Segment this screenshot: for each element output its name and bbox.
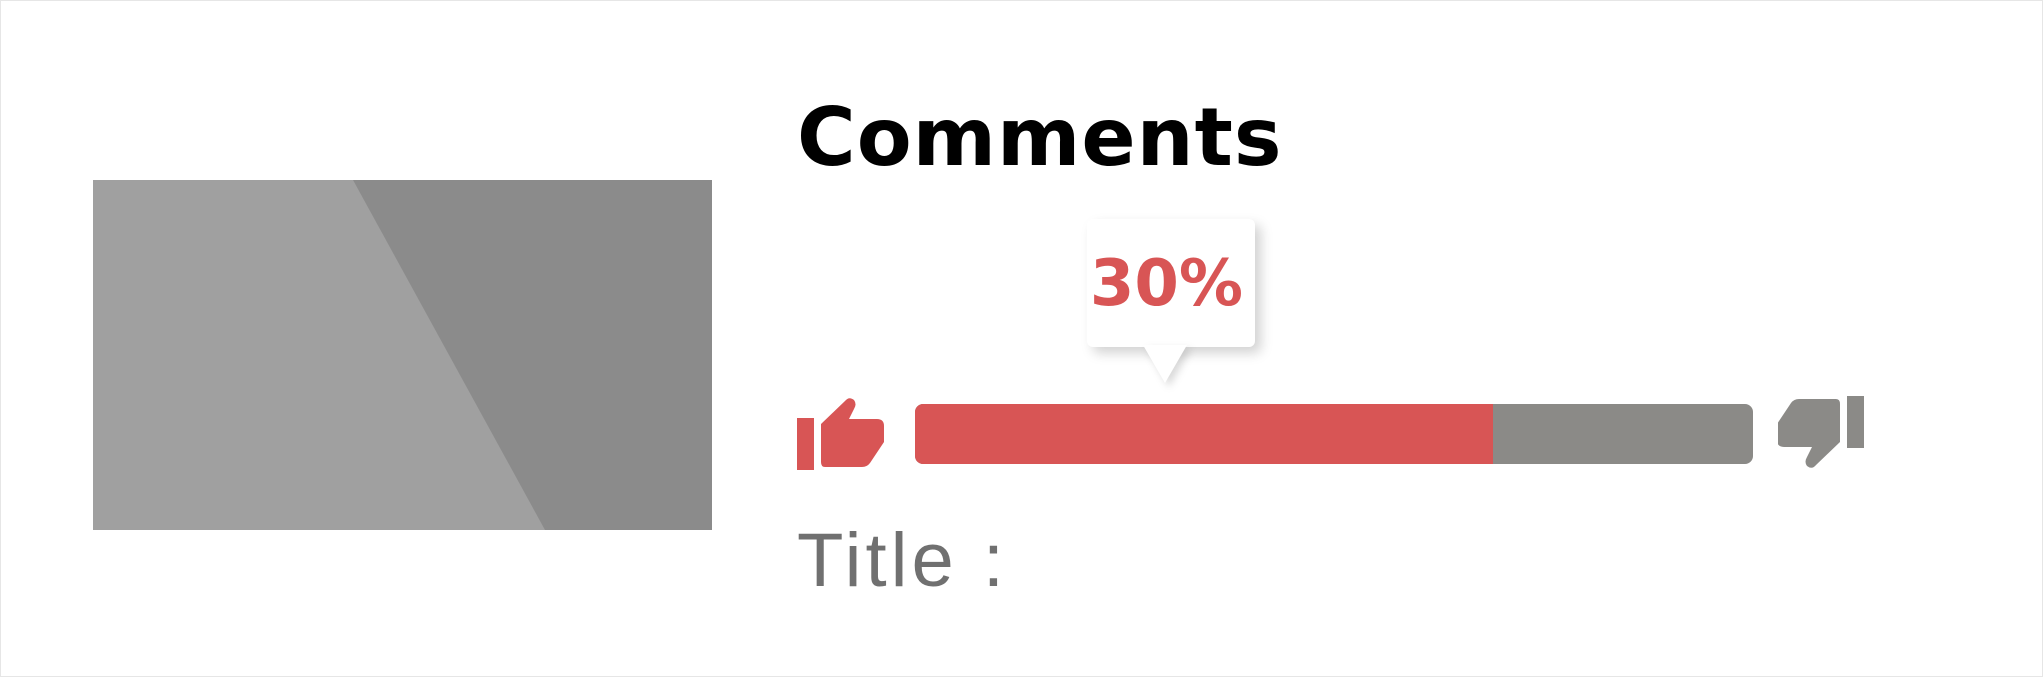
thumbnail-graphic <box>93 180 712 530</box>
thumbs-down-icon[interactable] <box>1777 394 1870 474</box>
title-label: Title : <box>797 518 1008 603</box>
percent-value: 30% <box>1089 247 1243 321</box>
thumbnail-shade <box>353 180 712 530</box>
thumbs-up-icon[interactable] <box>797 392 889 472</box>
rating-bar-like <box>915 404 1494 464</box>
thumbnail-image[interactable] <box>93 180 712 530</box>
rating-bar[interactable] <box>915 404 1753 464</box>
tooltip-tail <box>1143 345 1187 383</box>
page-title: Comments <box>797 91 1283 184</box>
percent-tooltip: 30% <box>1087 219 1255 383</box>
